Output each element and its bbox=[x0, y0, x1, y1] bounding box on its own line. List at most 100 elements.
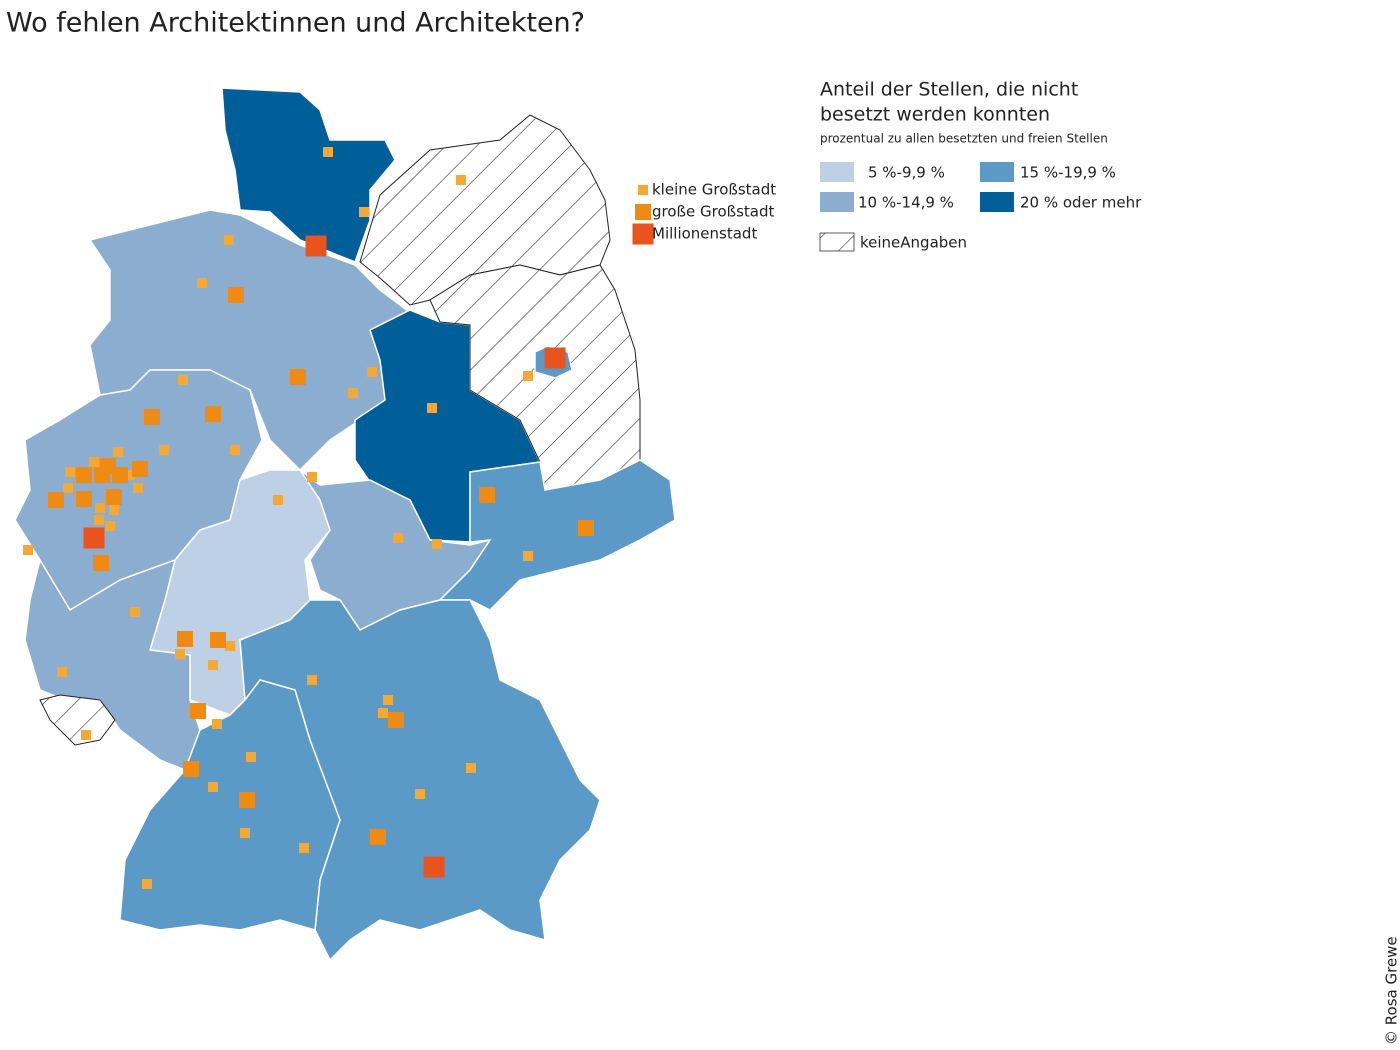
legend-swatch bbox=[819, 232, 855, 252]
legend-label: 10 %-14,9 % bbox=[858, 194, 954, 212]
city-marker bbox=[378, 708, 388, 718]
city-marker bbox=[106, 489, 122, 505]
city-marker bbox=[359, 207, 369, 217]
credit: © Rosa Grewe bbox=[1383, 936, 1400, 1045]
legend-swatch bbox=[980, 162, 1014, 182]
city-marker bbox=[228, 287, 244, 303]
legend-title: besetzt werden konnten bbox=[820, 104, 1050, 126]
city-marker bbox=[93, 555, 109, 571]
city-marker bbox=[183, 761, 199, 777]
state bbox=[39, 694, 116, 746]
city-marker bbox=[178, 375, 188, 385]
state bbox=[221, 87, 396, 263]
state bbox=[438, 459, 676, 611]
city-marker bbox=[144, 409, 160, 425]
map-title: Wo fehlen Architektinnen und Architekten… bbox=[6, 8, 585, 39]
legend-swatch bbox=[820, 162, 854, 182]
states bbox=[14, 87, 676, 962]
city-marker bbox=[57, 667, 67, 677]
legend-label: 5 %-9,9 % bbox=[868, 164, 945, 182]
city-marker bbox=[205, 406, 221, 422]
city-marker bbox=[130, 607, 140, 617]
city-marker bbox=[159, 445, 169, 455]
city-marker bbox=[239, 792, 255, 808]
city-marker bbox=[423, 856, 445, 878]
legend-swatch bbox=[632, 223, 654, 245]
city-marker bbox=[393, 533, 403, 543]
city-marker bbox=[190, 703, 206, 719]
city-marker bbox=[210, 632, 226, 648]
legend-swatch bbox=[638, 185, 648, 195]
city-marker bbox=[305, 235, 327, 257]
legend-label: Millionenstadt bbox=[652, 225, 757, 243]
city-marker bbox=[225, 641, 235, 651]
legend-label: große Großstadt bbox=[652, 203, 774, 221]
city-marker bbox=[177, 631, 193, 647]
city-marker bbox=[83, 527, 105, 549]
legend-swatch bbox=[980, 192, 1014, 212]
city-marker bbox=[89, 457, 99, 467]
city-marker bbox=[456, 175, 466, 185]
legend-label: kleine Großstadt bbox=[652, 181, 776, 199]
legend-subtitle: prozentual zu allen besetzten und freien… bbox=[820, 132, 1108, 146]
city-marker bbox=[432, 539, 442, 549]
city-marker bbox=[383, 695, 393, 705]
city-marker bbox=[224, 235, 234, 245]
legend-label: 20 % oder mehr bbox=[1020, 194, 1142, 212]
city-marker bbox=[388, 712, 404, 728]
city-marker bbox=[105, 521, 115, 531]
city-marker bbox=[94, 467, 110, 483]
city-marker bbox=[307, 472, 317, 482]
city-marker bbox=[125, 470, 135, 480]
legend-title: Anteil der Stellen, die nicht bbox=[820, 79, 1078, 101]
city-marker bbox=[370, 829, 386, 845]
city-marker bbox=[466, 763, 476, 773]
city-marker bbox=[290, 369, 306, 385]
city-marker bbox=[142, 879, 152, 889]
city-marker bbox=[113, 447, 123, 457]
legend-swatch bbox=[635, 204, 651, 220]
legend-label: keineAngaben bbox=[860, 234, 967, 252]
city-marker bbox=[94, 515, 104, 525]
legend-swatch bbox=[820, 192, 854, 212]
legend: Anteil der Stellen, die nicht besetzt we… bbox=[632, 79, 1142, 252]
state bbox=[359, 114, 611, 306]
city-marker bbox=[273, 495, 283, 505]
city-marker bbox=[197, 278, 207, 288]
state bbox=[88, 209, 422, 472]
city-marker bbox=[523, 371, 533, 381]
city-marker bbox=[348, 388, 358, 398]
city-marker bbox=[81, 730, 91, 740]
city-marker bbox=[76, 467, 92, 483]
city-marker bbox=[246, 752, 256, 762]
city-marker bbox=[212, 719, 222, 729]
city-marker bbox=[479, 487, 495, 503]
city-marker bbox=[23, 545, 33, 555]
city-marker bbox=[175, 649, 185, 659]
city-marker bbox=[112, 467, 128, 483]
city-marker bbox=[240, 828, 250, 838]
city-marker bbox=[415, 789, 425, 799]
city-marker bbox=[299, 843, 309, 853]
city-marker bbox=[578, 520, 594, 536]
city-marker bbox=[95, 503, 105, 513]
city-marker bbox=[208, 660, 218, 670]
state bbox=[119, 679, 341, 931]
city-marker bbox=[230, 445, 240, 455]
city-marker bbox=[48, 492, 64, 508]
cities bbox=[23, 147, 594, 889]
city-marker bbox=[307, 675, 317, 685]
legend-label: 15 %-19,9 % bbox=[1020, 164, 1116, 182]
city-marker bbox=[323, 147, 333, 157]
city-marker bbox=[63, 483, 73, 493]
city-marker bbox=[523, 551, 533, 561]
city-marker bbox=[208, 782, 218, 792]
city-marker bbox=[427, 403, 437, 413]
city-marker bbox=[133, 483, 143, 493]
city-marker bbox=[109, 505, 119, 515]
city-marker bbox=[132, 461, 148, 477]
city-marker bbox=[544, 347, 566, 369]
city-marker bbox=[65, 467, 75, 477]
city-marker bbox=[367, 367, 377, 377]
